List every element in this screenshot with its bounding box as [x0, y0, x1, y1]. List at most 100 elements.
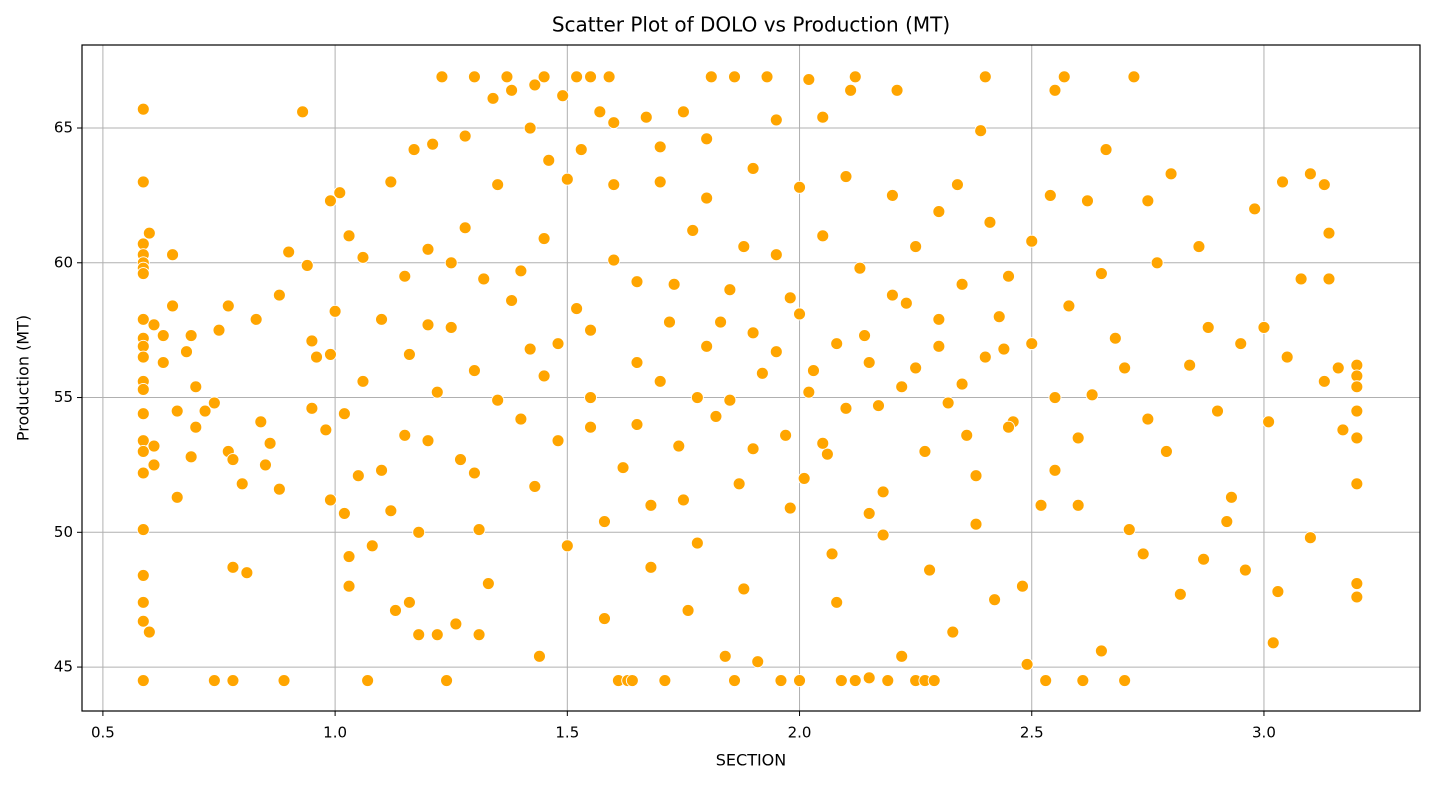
scatter-point	[342, 579, 356, 593]
scatter-point	[1020, 657, 1034, 671]
plot-frame	[81, 44, 1421, 712]
scatter-point	[356, 250, 370, 264]
scatter-point	[820, 447, 834, 461]
scatter-point	[807, 364, 820, 378]
scatter-point	[607, 253, 621, 267]
scatter-point	[505, 83, 519, 97]
scatter-point	[560, 539, 574, 553]
scatter-point	[862, 506, 876, 520]
scatter-point	[960, 428, 974, 442]
scatter-point	[830, 595, 844, 609]
scatter-point	[1336, 423, 1350, 437]
scatter-point	[156, 356, 170, 369]
scatter-point	[551, 337, 565, 351]
scatter-point	[537, 232, 551, 245]
scatter-point	[1224, 490, 1238, 504]
scatter-point	[477, 272, 491, 286]
scatter-point	[816, 229, 830, 243]
scatter-point	[946, 625, 960, 639]
scatter-point	[584, 323, 597, 337]
scatter-point	[147, 458, 161, 472]
scatter-point	[653, 374, 667, 388]
scatter-point	[444, 256, 458, 270]
scatter-point	[598, 612, 611, 626]
scatter-point	[793, 180, 806, 194]
scatter-point	[375, 463, 389, 477]
scatter-point	[793, 674, 806, 687]
scatter-point	[1331, 361, 1345, 375]
scatter-point	[1303, 531, 1317, 545]
scatter-point	[1085, 388, 1099, 402]
scatter-point	[384, 504, 398, 518]
scatter-point	[300, 259, 314, 272]
scatter-point	[528, 480, 542, 493]
scatter-point	[435, 70, 449, 84]
scatter-point	[310, 350, 323, 364]
scatter-point	[324, 347, 337, 361]
scatter-point	[136, 674, 150, 687]
scatter-point	[1350, 431, 1364, 445]
scatter-point	[207, 674, 221, 687]
scatter-point	[560, 172, 574, 186]
x-tick-label: 0.5	[91, 724, 115, 742]
grid	[82, 45, 1420, 711]
scatter-point	[723, 283, 737, 297]
scatter-point	[895, 649, 909, 663]
scatter-point	[1034, 498, 1048, 512]
scatter-point	[955, 377, 969, 391]
scatter-point	[1248, 202, 1262, 216]
scatter-point	[932, 312, 946, 326]
scatter-point	[523, 121, 537, 135]
scatter-point	[862, 671, 876, 685]
scatter-point	[514, 412, 528, 426]
scatter-point	[1141, 194, 1155, 208]
scatter-point	[136, 568, 150, 582]
scatter-point	[783, 291, 797, 305]
scatter-point	[258, 458, 272, 472]
scatter-point	[909, 361, 923, 375]
scatter-point	[997, 342, 1011, 356]
scatter-point	[1136, 547, 1150, 561]
scatter-point	[305, 334, 319, 348]
scatter-point	[1048, 463, 1062, 477]
scatter-point	[398, 428, 412, 442]
scatter-point	[746, 326, 760, 340]
scatter-point	[421, 318, 435, 332]
scatter-point	[862, 356, 876, 369]
scatter-point	[440, 674, 454, 687]
scatter-point	[1303, 167, 1317, 181]
scatter-point	[537, 70, 551, 84]
scatter-point	[872, 399, 885, 413]
scatter-point	[537, 369, 551, 383]
scatter-point	[1220, 515, 1234, 528]
scatter-point	[184, 329, 198, 342]
scatter-point	[769, 113, 783, 127]
scatter-point	[282, 245, 296, 259]
scatter-point	[136, 267, 150, 281]
scatter-point	[718, 649, 732, 663]
scatter-point	[412, 525, 426, 539]
scatter-point	[686, 223, 700, 237]
scatter-point	[342, 550, 356, 564]
scatter-point	[1081, 194, 1094, 208]
x-tick-label: 3.0	[1252, 724, 1276, 742]
scatter-point	[955, 277, 969, 291]
scatter-point	[136, 523, 150, 537]
scatter-point	[941, 396, 955, 410]
scatter-point	[1108, 331, 1122, 345]
scatter-point	[844, 83, 858, 97]
scatter-point	[918, 444, 932, 458]
scatter-point	[136, 614, 150, 628]
scatter-point	[825, 547, 839, 561]
scatter-point	[542, 153, 556, 167]
scatter-point	[505, 294, 519, 307]
scatter-point	[272, 482, 286, 496]
scatter-point	[528, 78, 542, 92]
scatter-point	[421, 242, 435, 256]
scatter-point	[1183, 358, 1197, 372]
scatter-point	[839, 170, 853, 183]
scatter-point	[1057, 70, 1071, 84]
scatter-point	[584, 391, 597, 404]
scatter-point	[467, 364, 481, 378]
